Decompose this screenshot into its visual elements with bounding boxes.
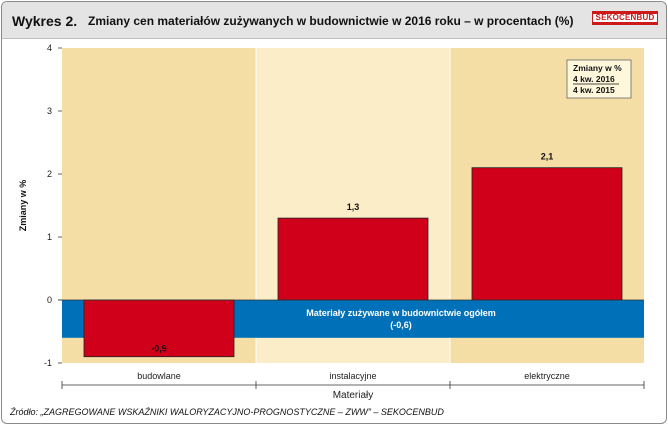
- overall-band-value: (-0,6): [390, 320, 412, 330]
- bar-value-label: 2,1: [541, 152, 554, 162]
- logo-text: SEKOCENBUD: [595, 13, 655, 22]
- y-tick-label: 2: [47, 169, 52, 179]
- bar-value-label: 1,3: [347, 202, 360, 212]
- overall-band-label: Materiały zużywane w budownictwie ogółem: [306, 308, 496, 318]
- x-tick-label: elektryczne: [524, 371, 570, 381]
- chart-title: Zmiany cen materiałów zużywanych w budow…: [88, 14, 574, 28]
- bar-elektryczne: [471, 167, 623, 301]
- y-tick-label: 1: [47, 232, 52, 242]
- y-tick-label: 3: [47, 106, 52, 116]
- legend-title: Zmiany w %: [573, 63, 622, 73]
- legend-box: [566, 59, 632, 99]
- bar-value-label: -0,9: [151, 344, 167, 354]
- figure-number: Wykres 2.: [12, 13, 78, 29]
- legend-line-2: 4 kw. 2015: [573, 85, 615, 95]
- title-bar: Wykres 2. Zmiany cen materiałów zużywany…: [2, 2, 666, 39]
- source-note: Źródło: „ZAGREGOWANE WSKAŹNIKI WALORYZAC…: [10, 407, 444, 417]
- sekocenbud-logo: SEKOCENBUD: [592, 11, 658, 25]
- x-tick-label: budowlane: [137, 371, 181, 381]
- y-tick-label: 0: [47, 295, 52, 305]
- y-tick-label: 4: [47, 43, 52, 53]
- bar-instalacyjne: [277, 217, 429, 301]
- y-tick-label: -1: [44, 358, 52, 368]
- x-tick-label: instalacyjne: [329, 371, 376, 381]
- bar-budowlane: [83, 299, 235, 358]
- x-axis-label: Materiały: [333, 390, 374, 401]
- y-axis-label: Zmiany w %: [18, 180, 28, 232]
- legend-line-1: 4 kw. 2016: [573, 74, 615, 84]
